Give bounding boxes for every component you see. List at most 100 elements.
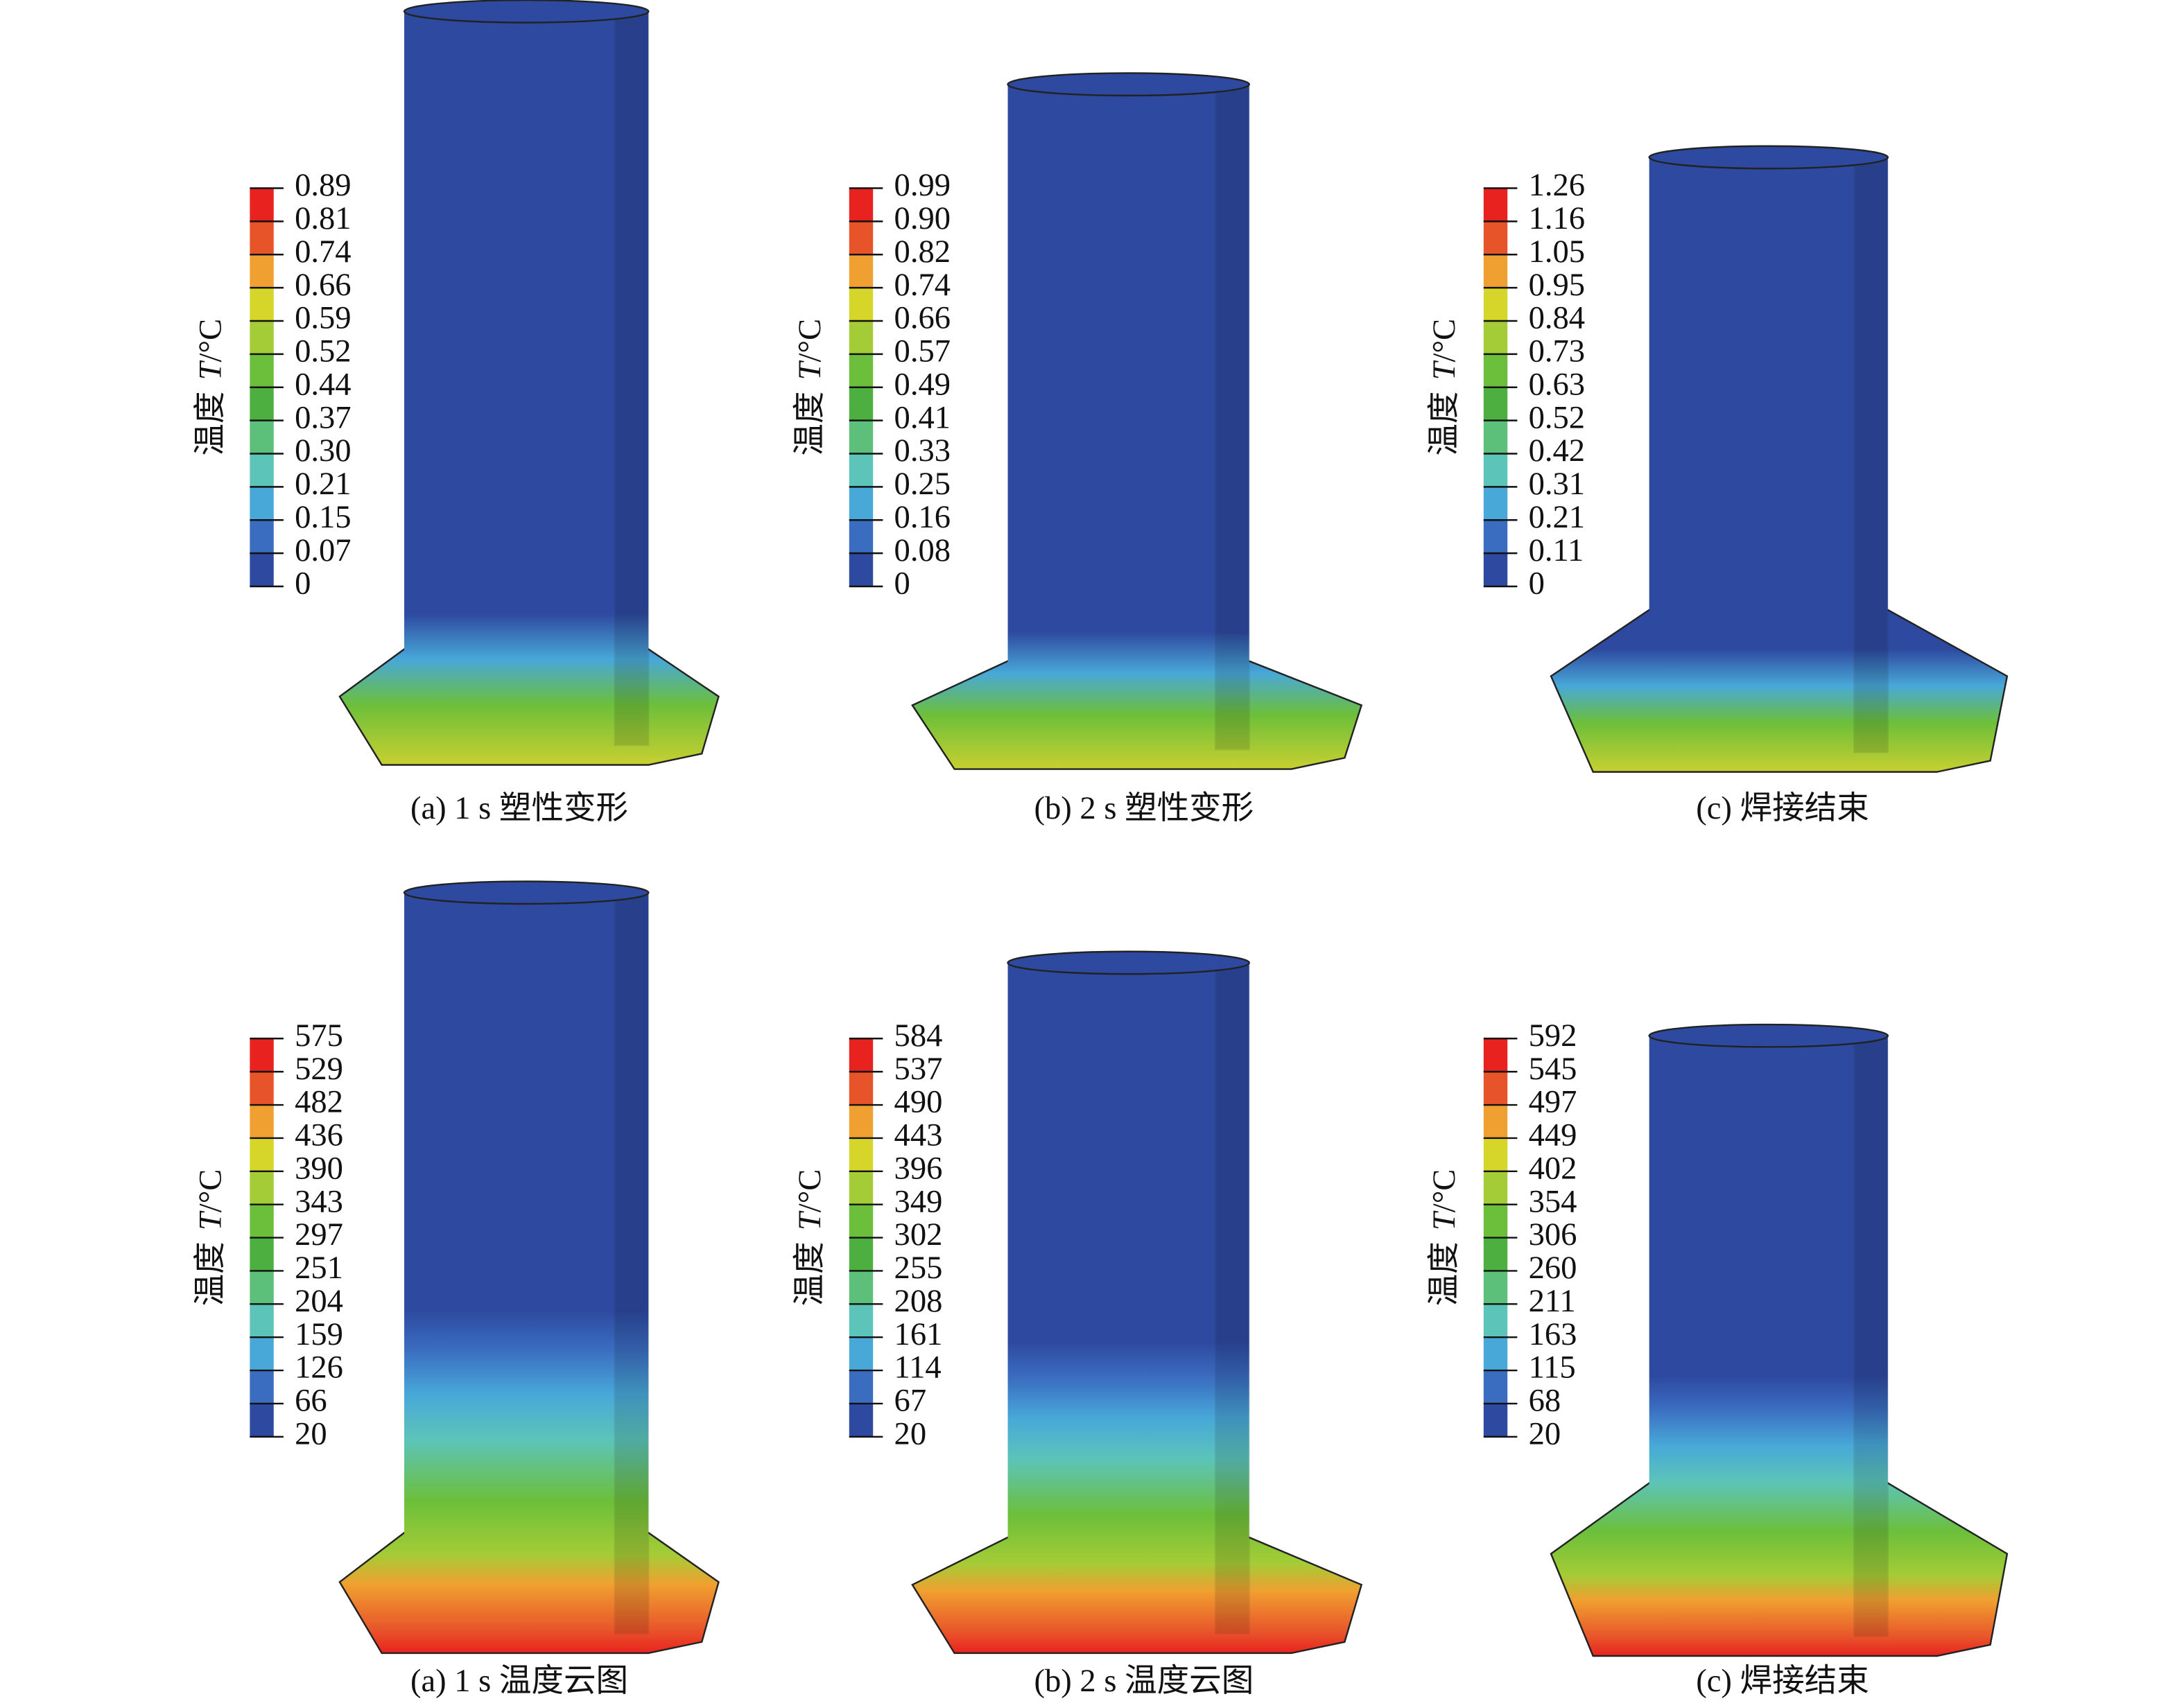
colorbar-band xyxy=(250,1171,274,1205)
colorbar-band xyxy=(250,320,274,355)
legend-title-part: T xyxy=(1427,1210,1462,1230)
colorbar-band xyxy=(1483,1403,1508,1438)
colorbar-band xyxy=(250,387,274,421)
colorbar-label: 163 xyxy=(1529,1317,1577,1352)
colorbar-band xyxy=(849,1072,874,1106)
legend-title-part: T xyxy=(792,1210,828,1230)
colorbar-label: 0.81 xyxy=(295,201,351,236)
colorbar-band xyxy=(1483,1038,1508,1073)
colorbar-label: 306 xyxy=(1529,1217,1577,1253)
colorbar-band xyxy=(1483,1137,1508,1172)
legend-title: 温度 T/°C xyxy=(193,1169,228,1307)
colorbar-label: 0.21 xyxy=(1529,500,1585,535)
colorbar-band xyxy=(849,453,874,488)
colorbar-band xyxy=(849,1105,874,1139)
blade-top xyxy=(403,880,650,905)
colorbar-label: 204 xyxy=(295,1284,343,1319)
colorbar-label: 0.49 xyxy=(894,367,951,402)
colorbar-band xyxy=(250,254,274,289)
colorbar-label: 482 xyxy=(295,1085,343,1120)
colorbar-band xyxy=(250,221,274,256)
colorbar-label: 402 xyxy=(1529,1151,1577,1186)
colorbar-band xyxy=(849,1137,874,1172)
colorbar-band xyxy=(1483,1105,1508,1139)
legend-title-part: /°C xyxy=(1427,1169,1462,1213)
colorbar-band xyxy=(1483,387,1508,421)
colorbar-band xyxy=(250,1204,274,1239)
colorbar-band xyxy=(849,354,874,388)
colorbar-band xyxy=(849,1038,874,1073)
colorbar-label: 0.99 xyxy=(894,168,951,203)
legend-title-part: T xyxy=(193,360,228,380)
colorbar-band xyxy=(1483,288,1508,322)
blade-side xyxy=(1215,961,1250,1634)
colorbar-band xyxy=(250,354,274,388)
caption: (b) 2 s 塑性变形 xyxy=(1034,790,1254,826)
legend-title: 温度 T/°C xyxy=(792,1169,828,1307)
blade-top xyxy=(1648,1023,1889,1048)
colorbar-band xyxy=(849,188,874,223)
colorbar-band xyxy=(1483,188,1508,223)
colorbar-band xyxy=(250,1105,274,1139)
panel: 0.890.810.740.660.590.520.440.370.300.21… xyxy=(193,0,720,826)
caption: (b) 2 s 温度云图 xyxy=(1034,1664,1254,1699)
colorbar-label: 0 xyxy=(894,566,910,602)
legend-title: 温度 T/°C xyxy=(1427,319,1462,456)
colorbar-band xyxy=(250,1137,274,1172)
colorbar-label: 20 xyxy=(894,1416,927,1451)
colorbar-label: 354 xyxy=(1529,1184,1577,1219)
colorbar-band xyxy=(1483,221,1508,256)
colorbar-band xyxy=(250,553,274,588)
panel: 0.990.900.820.740.660.570.490.410.330.25… xyxy=(792,72,1363,826)
legend-title-part: 温度 xyxy=(193,392,228,456)
legend-title-part: 温度 xyxy=(792,392,828,456)
colorbar-label: 592 xyxy=(1529,1018,1577,1054)
colorbar-label: 0.11 xyxy=(1529,533,1584,568)
colorbar-label: 449 xyxy=(1529,1118,1577,1153)
colorbar-band xyxy=(1483,254,1508,289)
colorbar-band xyxy=(250,188,274,223)
colorbar-band xyxy=(849,1337,874,1372)
colorbar-label: 0.52 xyxy=(1529,400,1585,435)
colorbar-band xyxy=(250,420,274,455)
colorbar-band xyxy=(250,1304,274,1338)
colorbar-label: 443 xyxy=(894,1118,943,1153)
colorbar-label: 497 xyxy=(1529,1085,1577,1120)
colorbar-band xyxy=(849,1171,874,1205)
colorbar-label: 0.41 xyxy=(894,400,951,435)
colorbar-label: 396 xyxy=(894,1151,943,1186)
colorbar-label: 436 xyxy=(295,1118,343,1153)
legend-title: 温度 T/°C xyxy=(792,319,828,456)
colorbar-band xyxy=(1483,1237,1508,1272)
blade-column xyxy=(1007,84,1249,756)
colorbar-band xyxy=(250,1271,274,1305)
legend-title-part: T xyxy=(1427,360,1462,380)
colorbar-label: 490 xyxy=(894,1085,943,1120)
colorbar-label: 0.25 xyxy=(894,466,951,502)
colorbar-band xyxy=(849,1403,874,1438)
colorbar-label: 251 xyxy=(295,1250,343,1286)
colorbar-label: 0.89 xyxy=(295,168,351,203)
colorbar-band xyxy=(849,520,874,555)
colorbar-label: 115 xyxy=(1529,1350,1576,1386)
blade-column xyxy=(404,11,649,751)
legend-title-part: 温度 xyxy=(1427,1241,1462,1306)
colorbar-band xyxy=(1483,553,1508,588)
colorbar-band xyxy=(1483,1304,1508,1338)
colorbar-band xyxy=(849,1271,874,1305)
colorbar-band xyxy=(1483,420,1508,455)
caption: (a) 1 s 塑性变形 xyxy=(410,790,628,826)
colorbar-band xyxy=(250,1072,274,1106)
colorbar-label: 0 xyxy=(1529,566,1545,602)
colorbar-band xyxy=(849,553,874,588)
colorbar-label: 0.57 xyxy=(894,334,951,369)
colorbar-label: 343 xyxy=(295,1184,343,1219)
colorbar-label: 0.52 xyxy=(295,334,351,369)
colorbar-label: 159 xyxy=(295,1317,343,1352)
colorbar-band xyxy=(1483,1271,1508,1305)
colorbar-label: 20 xyxy=(295,1416,327,1451)
blade-side xyxy=(614,10,650,747)
colorbar-band xyxy=(250,1370,274,1404)
